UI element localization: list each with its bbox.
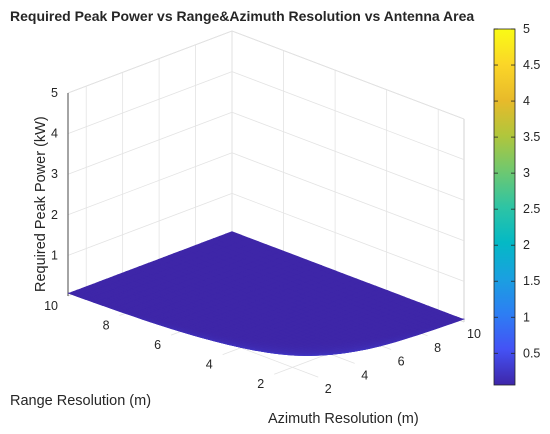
y-tick-label: 2 [257, 377, 264, 391]
grid-line [231, 71, 465, 160]
y-tick-label: 4 [206, 358, 213, 372]
x-tick-labels: 2 4 6 8 10 [325, 327, 481, 396]
z-axis-label: Required Peak Power (kW) [33, 116, 49, 292]
grid-line [231, 193, 465, 282]
z-tick-labels: 1 2 3 4 5 [51, 86, 58, 262]
colorbar-gradient [493, 28, 516, 386]
z-tick-label: 3 [51, 167, 58, 181]
colorbar-tick-labels: 0.5 1 1.5 2 2.5 3 3.5 4 4.5 5 [494, 22, 540, 360]
z-tick-label: 5 [51, 86, 58, 100]
grid-line [67, 193, 233, 256]
grid-line [231, 30, 465, 120]
grid-line [231, 111, 465, 201]
y-tick-labels: 2 4 6 8 10 [44, 299, 264, 391]
y-tick-label: 10 [44, 299, 58, 313]
colorbar-tick-label: 1 [523, 310, 530, 324]
z-tick-label: 1 [51, 248, 58, 262]
x-tick-label: 10 [467, 327, 481, 341]
x-tick-label: 2 [325, 382, 332, 396]
surface-patch [456, 318, 466, 322]
y-tick-label: 6 [154, 338, 161, 352]
y-tick-label: 8 [103, 319, 110, 333]
grid-line [67, 152, 233, 216]
grid-line [67, 30, 233, 94]
colorbar-tick-label: 2.5 [523, 202, 540, 216]
z-tick-label: 2 [51, 208, 58, 222]
x-tick-label: 8 [434, 341, 441, 355]
grid-line [67, 111, 233, 175]
surface-plot [67, 231, 466, 356]
colorbar-tick-label: 4 [523, 94, 530, 108]
z-tick-label: 4 [51, 127, 58, 141]
colorbar-tick-label: 0.5 [523, 346, 540, 360]
colorbar-tick-label: 2 [523, 238, 530, 252]
x-tick-label: 6 [398, 355, 405, 369]
chart-title: Required Peak Power vs Range&Azimuth Res… [10, 8, 474, 24]
colorbar: 0.5 1 1.5 2 2.5 3 3.5 4 4.5 5 [493, 22, 540, 386]
colorbar-tick-label: 5 [523, 22, 530, 36]
colorbar-tick-label: 3 [523, 166, 530, 180]
x-tick-label: 4 [361, 368, 368, 382]
y-axis-label: Range Resolution (m) [10, 393, 151, 409]
x-axis-label: Azimuth Resolution (m) [268, 411, 419, 427]
colorbar-tick-label: 1.5 [523, 274, 540, 288]
grid-line [231, 152, 465, 242]
colorbar-tick-label: 4.5 [523, 58, 540, 72]
colorbar-tick-label: 3.5 [523, 130, 540, 144]
grid-line [67, 71, 233, 134]
